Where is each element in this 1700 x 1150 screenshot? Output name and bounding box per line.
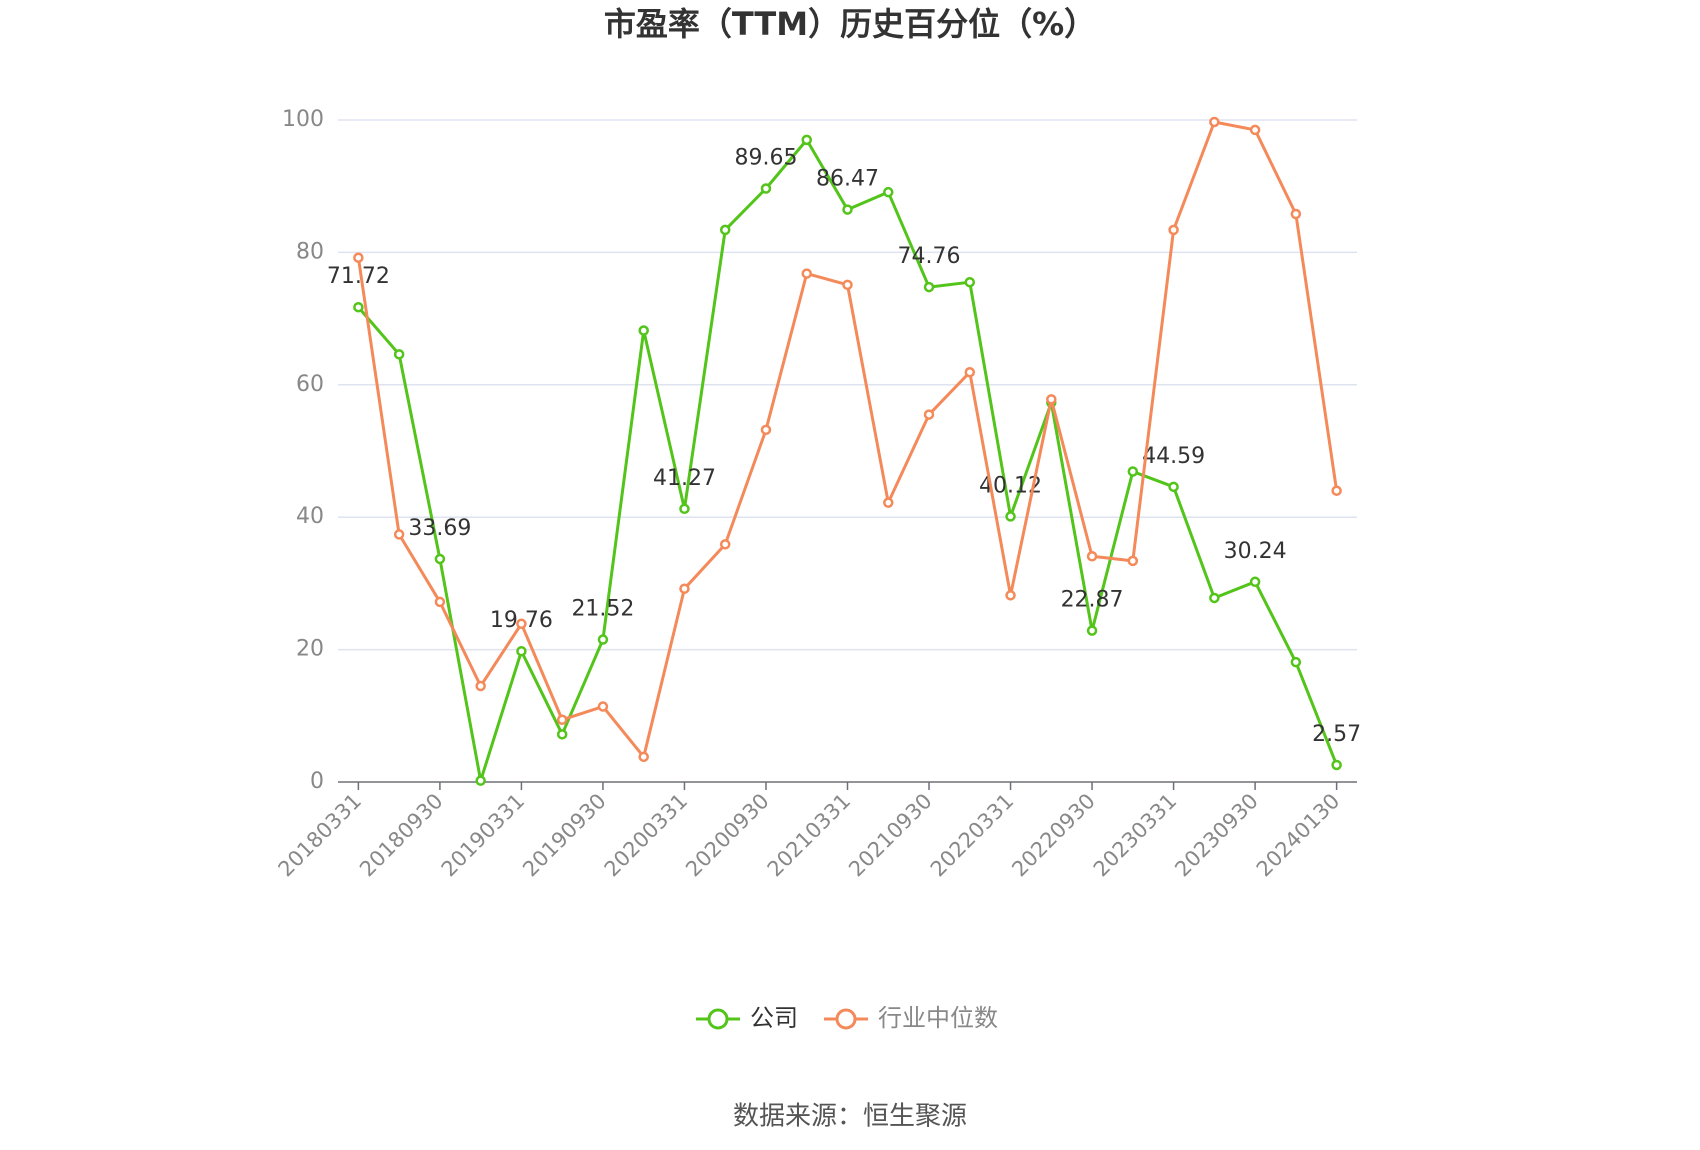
x-tick-label: 20220331 bbox=[926, 789, 1019, 882]
legend-item: 公司 bbox=[696, 1004, 798, 1032]
chart-title: 市盈率（TTM）历史百分位（%） bbox=[604, 5, 1096, 43]
point bbox=[1331, 759, 1342, 771]
data-label: 2.57 bbox=[1312, 722, 1361, 747]
x-tick-label: 20230930 bbox=[1170, 789, 1263, 882]
x-tick-label: 20200930 bbox=[681, 789, 774, 882]
point bbox=[1168, 224, 1179, 236]
point bbox=[760, 424, 772, 436]
x-tick-label: 20210331 bbox=[763, 789, 856, 882]
y-tick-label: 40 bbox=[296, 504, 324, 529]
x-tick-label: 20180930 bbox=[355, 789, 448, 882]
point bbox=[638, 325, 649, 336]
y-tick-label: 60 bbox=[296, 372, 324, 397]
point bbox=[1046, 394, 1057, 405]
data-label: 86.47 bbox=[816, 167, 879, 192]
data-label: 33.69 bbox=[408, 516, 471, 541]
point bbox=[719, 539, 731, 550]
point bbox=[679, 503, 690, 515]
point bbox=[1005, 511, 1016, 522]
point bbox=[964, 276, 976, 288]
point bbox=[556, 729, 568, 740]
point bbox=[1086, 625, 1098, 636]
point bbox=[923, 409, 935, 420]
point bbox=[597, 634, 609, 645]
series-line bbox=[356, 120, 1339, 759]
x-tick-label: 20190930 bbox=[518, 789, 611, 882]
data-label: 74.76 bbox=[898, 244, 961, 269]
y-tick-label: 0 bbox=[310, 769, 324, 794]
point bbox=[597, 701, 609, 712]
point bbox=[801, 134, 812, 146]
legend-marker bbox=[707, 1008, 729, 1030]
point bbox=[1168, 481, 1179, 493]
y-tick-label: 20 bbox=[296, 637, 324, 662]
data-label: 41.27 bbox=[653, 466, 716, 491]
x-tick-label: 20220930 bbox=[1007, 789, 1100, 882]
point bbox=[393, 349, 405, 360]
data-label: 89.65 bbox=[734, 146, 797, 171]
data-label: 22.87 bbox=[1061, 588, 1124, 613]
legend-item: 行业中位数 bbox=[824, 1004, 998, 1032]
legend-label: 公司 bbox=[750, 1004, 798, 1032]
point bbox=[964, 366, 976, 378]
data-label: 21.52 bbox=[571, 597, 634, 622]
y-tick-label: 100 bbox=[282, 107, 324, 132]
point bbox=[516, 645, 527, 657]
point bbox=[638, 751, 649, 763]
point bbox=[1331, 485, 1342, 496]
legend-label: 行业中位数 bbox=[878, 1004, 998, 1032]
point bbox=[1290, 656, 1302, 668]
point bbox=[719, 224, 731, 236]
point bbox=[1127, 555, 1139, 567]
point bbox=[393, 529, 405, 540]
point bbox=[1005, 590, 1016, 601]
legend-marker bbox=[835, 1008, 857, 1030]
x-tick-label: 20190331 bbox=[437, 789, 530, 882]
point bbox=[434, 596, 446, 608]
x-tick-label: 20240130 bbox=[1252, 789, 1345, 882]
point bbox=[842, 204, 853, 215]
point bbox=[842, 279, 853, 291]
y-tick-label: 80 bbox=[296, 239, 324, 264]
point bbox=[475, 775, 486, 786]
source: 数据来源：恒生聚源 bbox=[733, 1102, 967, 1132]
data-label: 71.72 bbox=[327, 264, 390, 289]
point bbox=[475, 680, 486, 692]
x-tick-label: 20210930 bbox=[844, 789, 937, 882]
data-label: 44.59 bbox=[1142, 444, 1205, 469]
point bbox=[883, 186, 894, 198]
point bbox=[353, 301, 364, 313]
point bbox=[1209, 592, 1220, 604]
point bbox=[679, 583, 690, 594]
point bbox=[923, 281, 935, 293]
data-label: 30.24 bbox=[1224, 539, 1287, 564]
point bbox=[353, 252, 364, 263]
point bbox=[883, 497, 894, 508]
point bbox=[801, 268, 812, 279]
point bbox=[1209, 116, 1220, 128]
point bbox=[516, 618, 527, 630]
x-tick-label: 20230331 bbox=[1089, 789, 1182, 882]
point bbox=[556, 714, 568, 726]
x-tick-label: 20200331 bbox=[600, 789, 693, 882]
point bbox=[434, 553, 446, 565]
point bbox=[1127, 466, 1139, 477]
point bbox=[1086, 551, 1098, 562]
point bbox=[1249, 124, 1261, 136]
point bbox=[1249, 576, 1261, 588]
point bbox=[760, 183, 772, 194]
point bbox=[1290, 208, 1302, 220]
x-tick-label: 20180331 bbox=[274, 789, 367, 882]
